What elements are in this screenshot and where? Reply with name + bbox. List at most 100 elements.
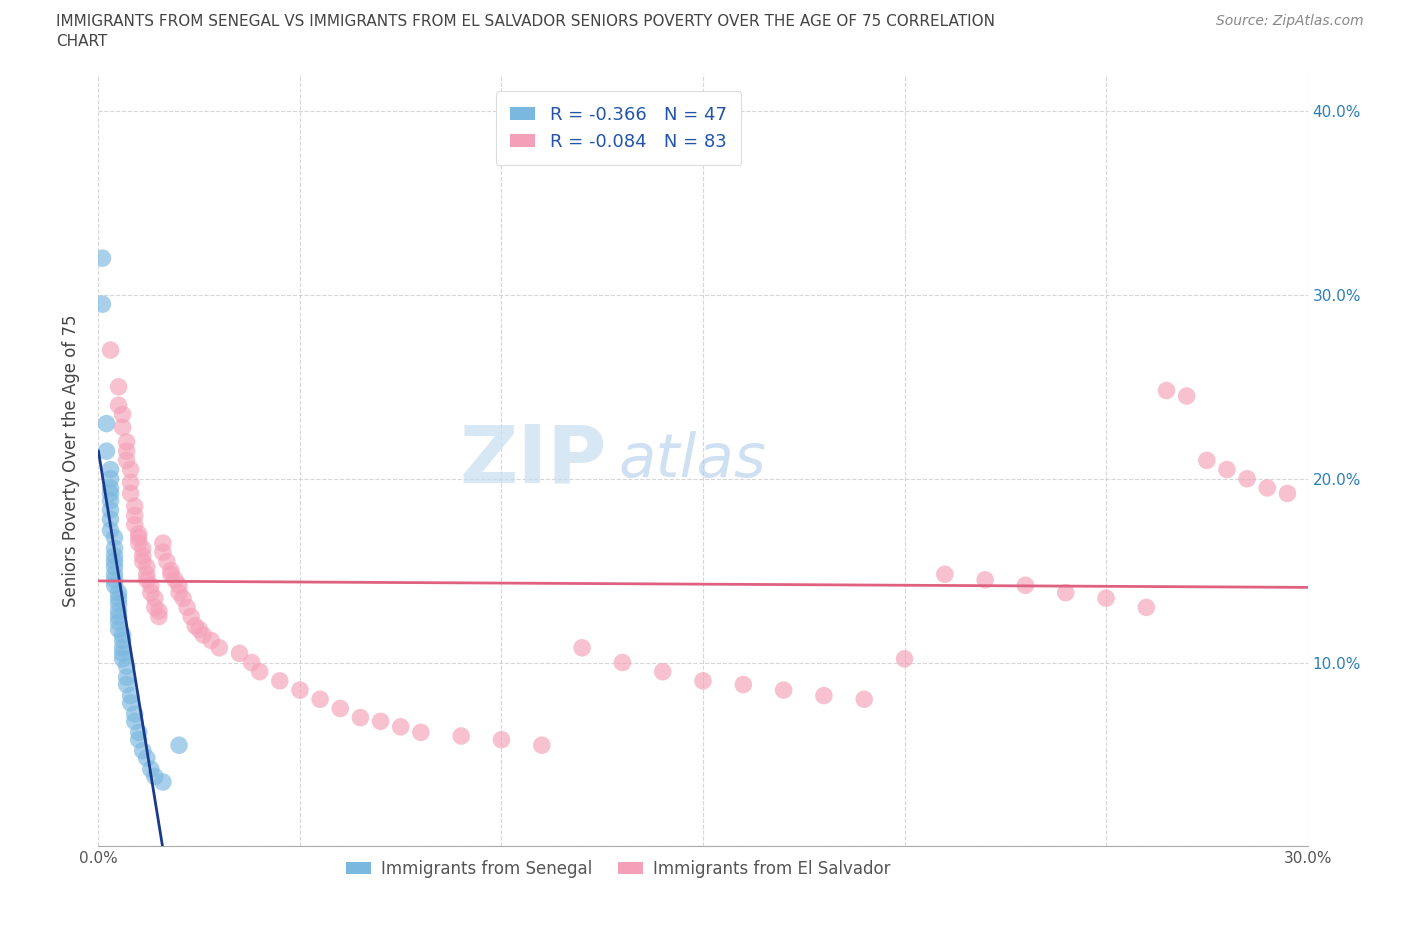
Point (160, 564, 183, 578)
Point (115, 453, 138, 468)
Point (132, 743, 155, 758)
Point (111, 633, 134, 648)
Point (100, 502, 122, 517)
Point (1095, 591, 1118, 605)
Point (651, 664, 673, 679)
Point (103, 567, 125, 582)
Point (107, 609, 129, 624)
Point (132, 554, 155, 569)
Point (530, 737, 553, 752)
Text: CHART: CHART (56, 34, 108, 49)
Point (974, 572, 997, 587)
Point (389, 720, 412, 735)
Point (111, 651, 134, 666)
Text: atlas: atlas (619, 431, 766, 490)
Point (103, 549, 125, 564)
Point (111, 628, 134, 643)
Point (124, 714, 146, 729)
Point (128, 526, 150, 541)
Point (148, 604, 170, 618)
Point (100, 493, 122, 508)
Point (120, 688, 142, 703)
Point (269, 673, 291, 688)
Point (143, 591, 166, 605)
Point (813, 688, 835, 703)
Point (160, 567, 183, 582)
Point (1216, 462, 1239, 477)
Point (107, 591, 129, 605)
Point (120, 462, 142, 477)
Point (934, 567, 956, 582)
Y-axis label: Seniors Poverty Over the Age of 75: Seniors Poverty Over the Age of 75 (62, 314, 80, 606)
Point (100, 512, 122, 526)
Point (111, 419, 134, 434)
Point (124, 707, 146, 722)
Point (111, 646, 134, 661)
Point (132, 549, 155, 564)
Point (1236, 472, 1258, 486)
Point (115, 677, 138, 692)
Point (120, 475, 142, 490)
Point (100, 486, 122, 501)
Point (1135, 600, 1157, 615)
Point (329, 701, 352, 716)
Point (152, 545, 174, 560)
Point (1014, 578, 1036, 592)
Point (107, 604, 129, 618)
Point (184, 618, 207, 633)
Legend: Immigrants from Senegal, Immigrants from El Salvador: Immigrants from Senegal, Immigrants from… (340, 853, 897, 884)
Point (288, 683, 311, 698)
Point (107, 379, 129, 394)
Point (571, 641, 593, 656)
Point (148, 609, 170, 624)
Point (124, 517, 146, 532)
Point (249, 664, 271, 679)
Point (167, 585, 190, 600)
Point (167, 578, 190, 592)
Point (612, 655, 634, 670)
Point (135, 751, 157, 765)
Point (124, 498, 146, 513)
Point (450, 728, 472, 743)
Point (1054, 585, 1077, 600)
Point (111, 641, 134, 656)
Text: IMMIGRANTS FROM SENEGAL VS IMMIGRANTS FROM EL SALVADOR SENIORS POVERTY OVER THE : IMMIGRANTS FROM SENEGAL VS IMMIGRANTS FR… (56, 14, 995, 29)
Point (143, 769, 166, 784)
Point (228, 646, 250, 661)
Point (1256, 481, 1278, 496)
Point (1277, 486, 1299, 501)
Point (96, 416, 118, 431)
Point (409, 724, 432, 739)
Point (180, 609, 202, 624)
Point (188, 622, 211, 637)
Point (103, 530, 125, 545)
Point (115, 434, 138, 449)
Point (152, 775, 174, 790)
Point (193, 628, 215, 643)
Point (115, 658, 138, 673)
Point (103, 578, 125, 592)
Point (172, 591, 194, 605)
Point (349, 711, 371, 725)
Point (135, 567, 157, 582)
Point (128, 536, 150, 551)
Point (176, 600, 198, 615)
Point (100, 481, 122, 496)
Point (491, 732, 513, 747)
Point (120, 696, 142, 711)
Point (167, 737, 190, 752)
Point (1175, 389, 1198, 404)
Point (733, 677, 755, 692)
Point (152, 536, 174, 551)
Point (96, 444, 118, 458)
Point (100, 342, 122, 357)
Point (139, 578, 162, 592)
Point (103, 541, 125, 556)
Point (128, 732, 150, 747)
Point (208, 641, 231, 656)
Point (107, 585, 129, 600)
Point (1195, 453, 1218, 468)
Point (91, 297, 114, 312)
Point (240, 655, 263, 670)
Point (107, 622, 129, 637)
